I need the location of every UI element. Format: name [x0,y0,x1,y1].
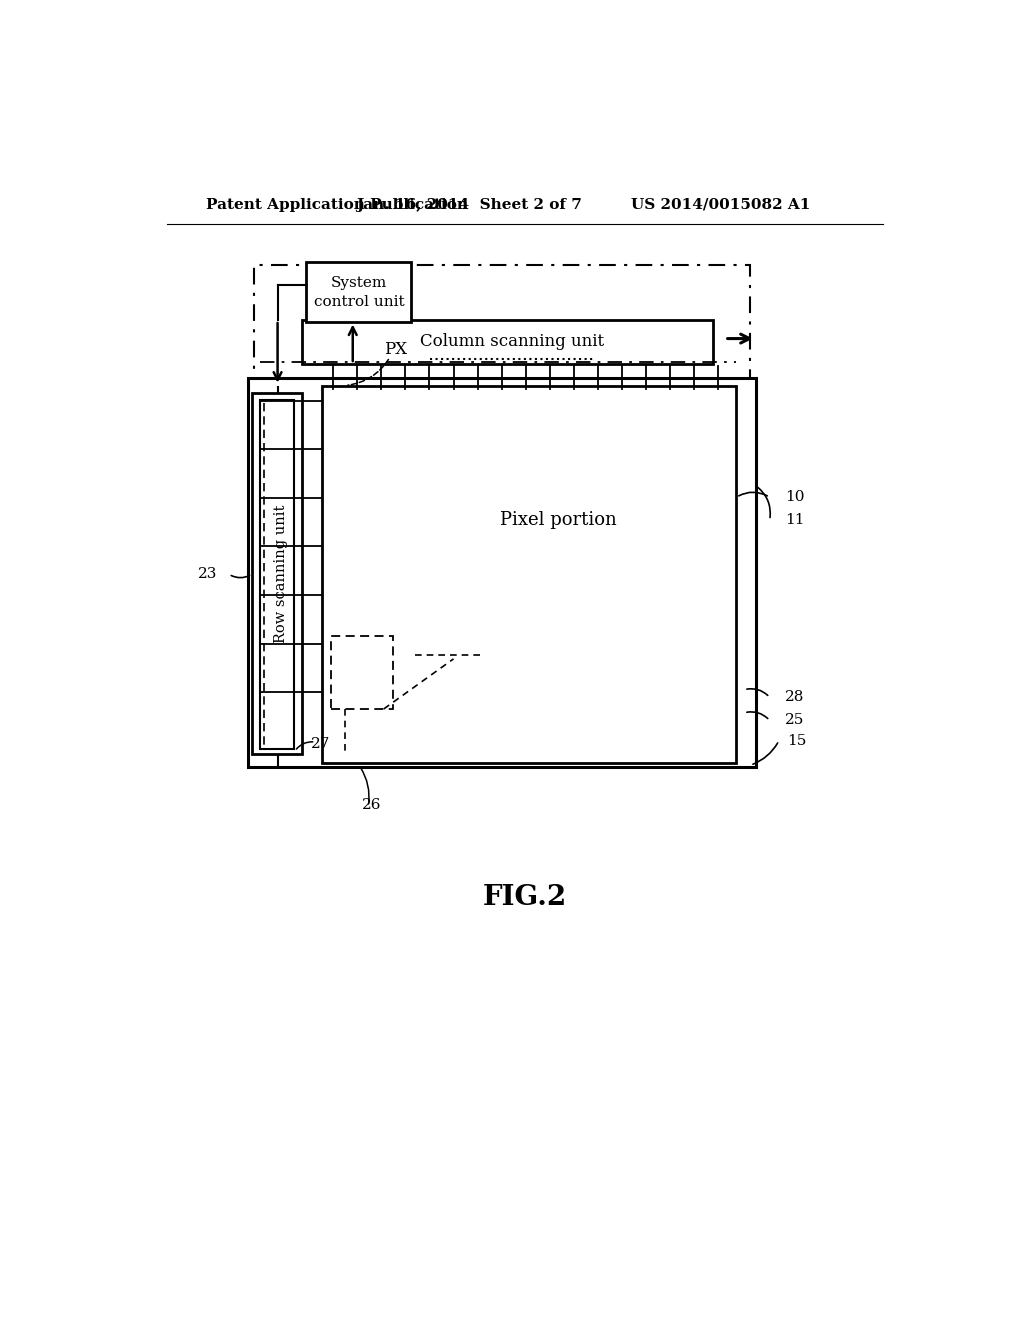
Bar [252,393,302,754]
Text: 25: 25 [785,714,805,727]
Text: 27: 27 [310,737,330,751]
Text: FIG.2: FIG.2 [482,884,567,911]
Text: US 2014/0015082 A1: US 2014/0015082 A1 [631,198,810,211]
Text: System
control unit: System control unit [313,276,404,309]
Bar [248,378,756,767]
Bar [260,400,294,748]
Text: PX: PX [384,341,407,358]
Bar [254,264,751,766]
Bar [331,636,393,709]
Text: 11: 11 [785,513,805,527]
Text: Column scanning unit: Column scanning unit [420,333,604,350]
Bar [322,385,736,763]
Text: 10: 10 [785,490,805,504]
Bar [302,321,713,364]
Text: 28: 28 [785,690,805,705]
Text: Row scanning unit: Row scanning unit [273,506,288,643]
Text: 26: 26 [362,799,382,812]
Bar [306,263,411,322]
Text: 15: 15 [786,734,806,747]
Text: 23: 23 [198,568,217,581]
Text: Jan. 16, 2014  Sheet 2 of 7: Jan. 16, 2014 Sheet 2 of 7 [356,198,582,211]
Text: Patent Application Publication: Patent Application Publication [206,198,468,211]
Text: Pixel portion: Pixel portion [500,511,616,529]
